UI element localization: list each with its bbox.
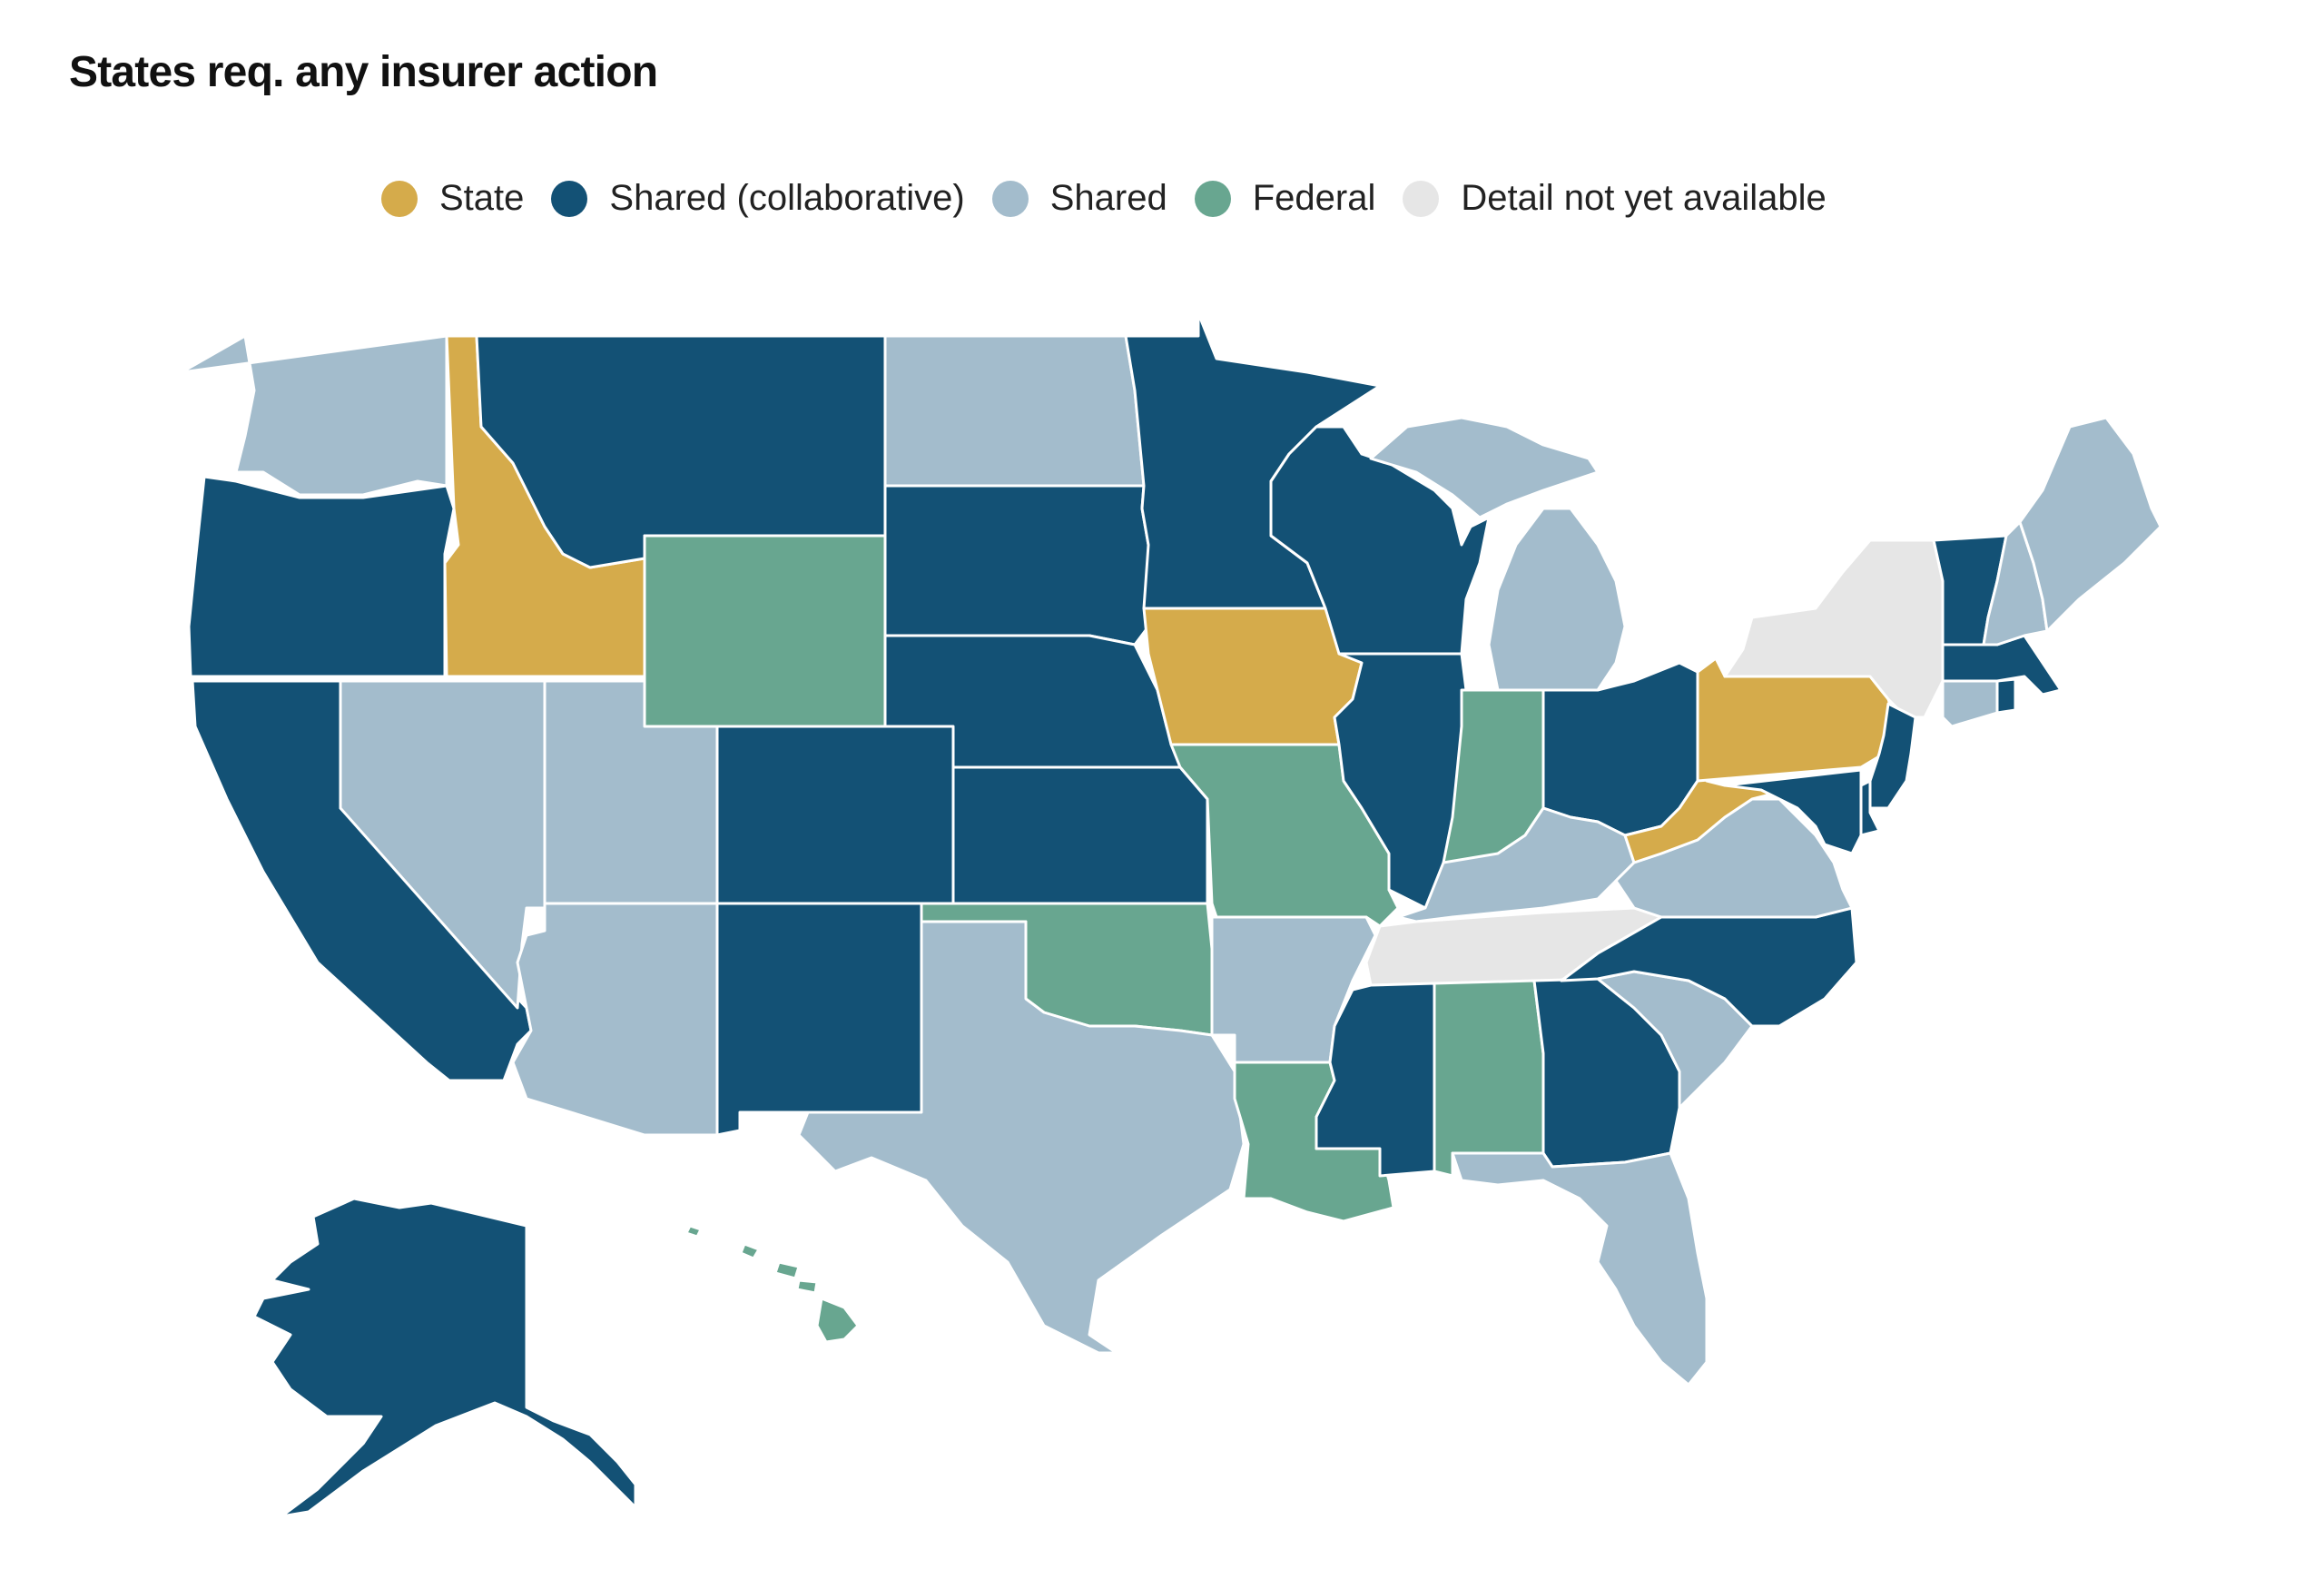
state-nj[interactable] [1868, 702, 1917, 810]
state-nm[interactable] [715, 902, 923, 1137]
state-al[interactable] [1433, 979, 1545, 1178]
state-wi[interactable] [1269, 425, 1491, 656]
legend-label-shared-collaborative: Shared (collaborative) [609, 178, 965, 218]
map-title: States req. any insurer action [69, 48, 658, 96]
legend-item-federal: Federal [1194, 178, 1376, 219]
legend-item-shared-collaborative: Shared (collaborative) [551, 178, 965, 219]
legend-swatch-shared-collaborative [551, 180, 588, 217]
state-or[interactable] [187, 475, 456, 678]
state-az[interactable] [511, 902, 719, 1137]
state-ri[interactable] [1995, 677, 2017, 715]
state-tx[interactable] [797, 920, 1246, 1355]
state-wa[interactable] [180, 334, 448, 497]
legend-item-state: State [381, 178, 524, 219]
legend-swatch-federal [1194, 180, 1231, 217]
legend-label-federal: Federal [1252, 178, 1376, 218]
state-ak[interactable] [252, 1197, 637, 1518]
state-hi[interactable] [684, 1224, 860, 1344]
state-fl[interactable] [1451, 1151, 1709, 1387]
legend-item-not-available: Detail not yet available [1403, 178, 1827, 219]
state-wy[interactable] [643, 534, 887, 728]
state-md[interactable] [1723, 768, 1863, 855]
legend-swatch-state [381, 180, 418, 217]
state-sd[interactable] [883, 484, 1150, 646]
state-co[interactable] [715, 725, 955, 905]
state-ia[interactable] [1142, 607, 1364, 746]
state-ks[interactable] [951, 765, 1209, 905]
legend-label-not-available: Detail not yet available [1461, 178, 1827, 218]
legend-label-shared: Shared [1049, 178, 1167, 218]
legend-swatch-shared [991, 180, 1029, 217]
legend: State Shared (collaborative) Shared Fede… [381, 178, 1834, 219]
legend-swatch-not-available [1403, 180, 1440, 217]
legend-label-state: State [439, 178, 525, 218]
state-oh[interactable] [1541, 661, 1699, 837]
state-ct[interactable] [1941, 679, 1999, 728]
legend-item-shared: Shared [991, 178, 1167, 219]
state-nd[interactable] [883, 334, 1146, 488]
state-me[interactable] [2018, 416, 2162, 633]
state-mi[interactable] [1369, 416, 1627, 692]
